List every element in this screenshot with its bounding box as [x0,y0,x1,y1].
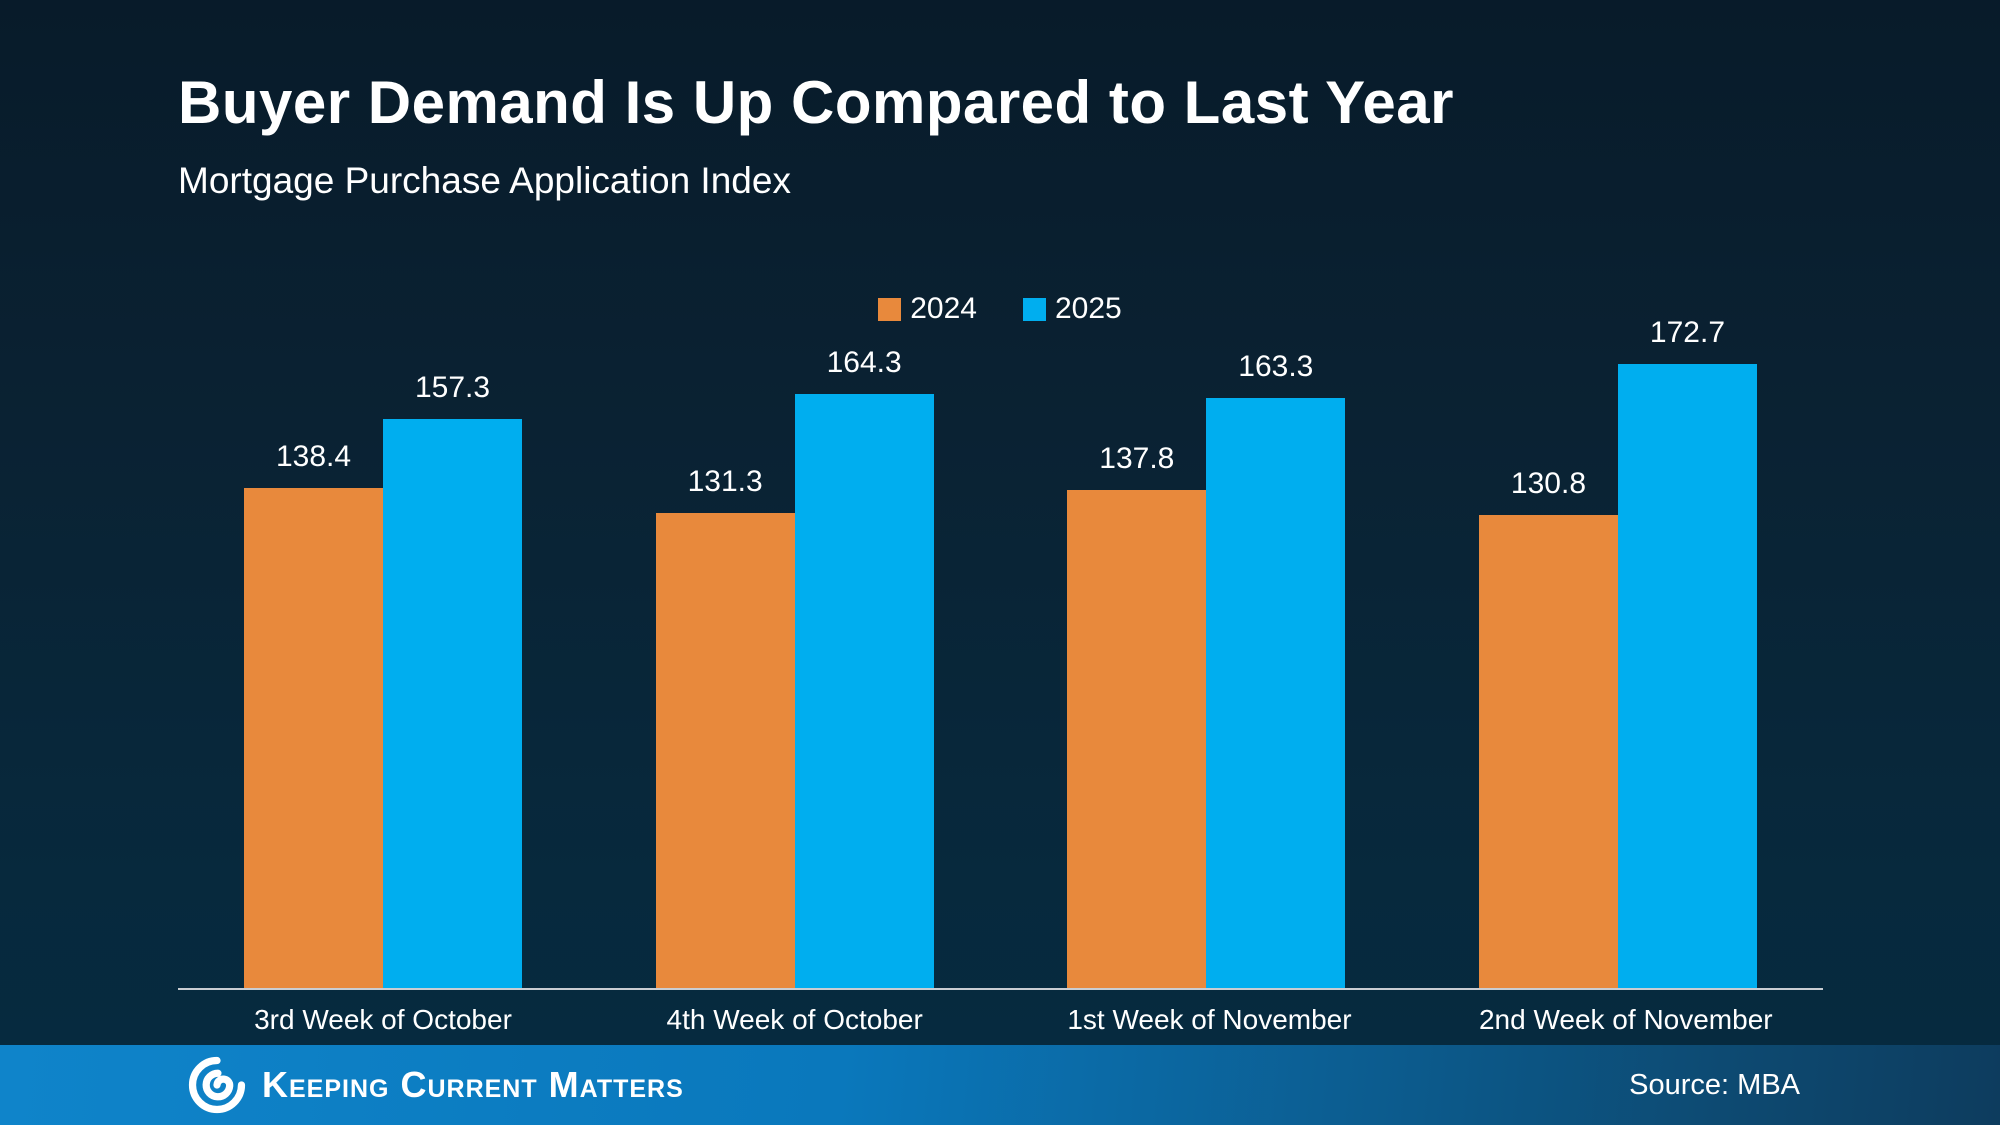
x-axis-category-label: 3rd Week of October [254,1004,512,1035]
bar-2024-3 [1067,490,1207,988]
page-subtitle: Mortgage Purchase Application Index [178,160,791,201]
bar-chart: 138.4 157.3 3rd Week of October 131.3 164.3 4… [178,316,1823,1035]
legend-swatch-2025 [1023,297,1046,321]
bar-group-3: 137.8 163.3 1st Week of November [1067,350,1352,1035]
x-axis-category-label: 1st Week of November [1067,1004,1352,1035]
bar-col-2024: 131.3 [655,465,795,988]
legend-swatch-2024 [878,297,902,321]
bar-2024-2 [655,513,795,988]
legend-label: 2024 [910,292,977,325]
bar-value-label: 157.3 [414,371,491,404]
legend-item-2025: 2025 [1023,292,1122,326]
kcm-swirl-icon [188,1056,246,1114]
bar-2025-4 [1617,364,1757,988]
bar-group-2: 131.3 164.3 4th Week of October [655,346,934,1035]
bar-2025-2 [794,394,934,988]
source-label: Source: MBA [1629,1068,1800,1101]
bar-value-label: 130.8 [1510,467,1587,500]
bar-value-label: 164.3 [826,346,902,379]
bar-value-label: 138.4 [275,440,352,473]
bar-2024-1 [244,488,383,988]
bar-col-2024: 138.4 [244,440,383,988]
bar-2025-3 [1206,398,1346,988]
bar-value-label: 172.7 [1649,316,1726,349]
bar-value-label: 131.3 [687,465,763,498]
legend-item-2024: 2024 [878,292,977,326]
legend-label: 2025 [1055,292,1122,325]
bar-col-2024: 137.8 [1067,442,1207,988]
bar-2024-4 [1478,515,1618,988]
bar-value-label: 163.3 [1238,350,1314,383]
bar-group-1: 138.4 157.3 3rd Week of October [244,371,522,1035]
bar-2025-1 [383,419,522,988]
x-axis-category-label: 2nd Week of November [1478,1004,1773,1035]
brand: Keeping Current Matters [188,1045,684,1125]
x-axis-line [178,988,1823,990]
page-title: Buyer Demand Is Up Compared to Last Year [178,69,1454,136]
footer-bar: Keeping Current Matters Source: MBA [0,1045,2000,1125]
x-axis-category-label: 4th Week of October [666,1004,923,1035]
bar-col-2025: 163.3 [1206,350,1346,988]
bar-value-label: 137.8 [1099,442,1175,475]
brand-name: Keeping Current Matters [262,1064,684,1105]
bar-col-2024: 130.8 [1478,467,1618,988]
bar-col-2025: 157.3 [383,371,522,988]
bar-col-2025: 164.3 [794,346,934,988]
bar-group-4: 130.8 172.7 2nd Week of November [1478,316,1773,1035]
chart-legend: 2024 2025 [0,292,2000,326]
bar-groups: 138.4 157.3 3rd Week of October 131.3 164.3 4… [178,316,1823,1035]
bar-col-2025: 172.7 [1617,316,1757,988]
